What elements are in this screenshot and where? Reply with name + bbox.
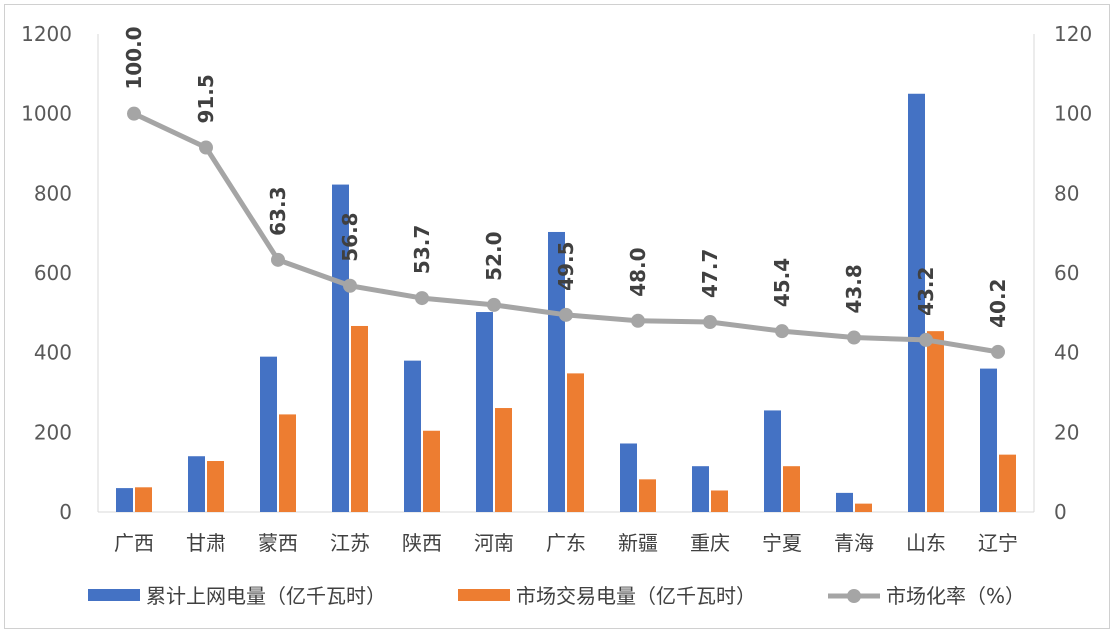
market-rate-point <box>703 314 717 329</box>
market-rate-data-label: 52.0 <box>482 232 506 281</box>
y-right-tick-label: 20 <box>1054 420 1079 444</box>
bar-grid-power <box>116 488 133 512</box>
market-rate-point <box>631 313 645 328</box>
legend-label-market-rate: 市场化率（%） <box>886 584 1025 608</box>
y-right-tick-label: 100 <box>1054 102 1092 126</box>
x-tick-label: 重庆 <box>690 531 730 555</box>
legend-swatch-market-trade <box>458 589 510 601</box>
market-rate-point <box>127 106 141 121</box>
market-rate-point <box>991 344 1005 359</box>
x-tick-label: 新疆 <box>618 531 658 555</box>
x-tick-label: 青海 <box>834 531 874 555</box>
y-right-tick-label: 0 <box>1054 500 1067 524</box>
y-left-tick-label: 600 <box>34 261 72 285</box>
market-rate-point <box>271 252 285 267</box>
bar-market-trade <box>639 479 656 512</box>
y-right-tick-label: 80 <box>1054 181 1079 205</box>
y-right-tick-label: 40 <box>1054 341 1079 365</box>
market-rate-data-label: 56.8 <box>338 212 362 261</box>
x-tick-label: 山东 <box>906 531 946 555</box>
x-tick-label: 河南 <box>474 531 514 555</box>
market-rate-data-label: 40.2 <box>986 279 1010 328</box>
market-rate-data-label: 49.5 <box>554 241 578 290</box>
x-tick-label: 陕西 <box>402 531 442 555</box>
market-rate-point <box>775 324 789 339</box>
market-rate-point <box>343 278 357 293</box>
market-rate-point <box>847 330 861 345</box>
market-rate-data-label: 43.2 <box>914 267 938 316</box>
bar-market-trade <box>855 503 872 512</box>
bar-grid-power <box>188 456 205 512</box>
bar-market-trade <box>567 373 584 512</box>
legend-label-grid-power: 累计上网电量（亿千瓦时） <box>146 584 386 608</box>
y-left-tick-label: 0 <box>59 500 72 524</box>
bar-market-trade <box>495 408 512 512</box>
x-tick-label: 广东 <box>546 531 586 555</box>
x-tick-label: 广西 <box>114 531 154 555</box>
market-rate-data-label: 47.7 <box>698 249 722 298</box>
market-rate-point <box>919 332 933 347</box>
market-rate-data-label: 91.5 <box>194 74 218 123</box>
y-left-tick-label: 200 <box>34 420 72 444</box>
legend-marker-market-rate <box>847 589 861 603</box>
bar-market-trade <box>279 414 296 512</box>
market-rate-data-label: 48.0 <box>626 247 650 296</box>
market-rate-data-label: 53.7 <box>410 225 434 274</box>
market-rate-point <box>559 307 573 322</box>
bar-grid-power <box>548 231 565 512</box>
x-tick-label: 宁夏 <box>762 531 802 555</box>
market-rate-point <box>415 291 429 306</box>
bar-market-trade <box>783 466 800 512</box>
legend-swatch-grid-power <box>88 589 140 601</box>
y-left-tick-label: 1000 <box>21 102 72 126</box>
market-rate-data-label: 63.3 <box>266 186 290 235</box>
x-tick-label: 甘肃 <box>186 531 226 555</box>
y-left-tick-label: 400 <box>34 341 72 365</box>
bar-market-trade <box>711 490 728 512</box>
bar-market-trade <box>351 325 368 512</box>
market-rate-point <box>199 140 213 155</box>
y-right-tick-label: 60 <box>1054 261 1079 285</box>
bar-grid-power <box>764 410 781 512</box>
bar-grid-power <box>476 312 493 512</box>
bar-grid-power <box>260 356 277 512</box>
bar-market-trade <box>927 331 944 512</box>
market-rate-point <box>487 297 501 312</box>
bar-grid-power <box>908 93 925 512</box>
bar-market-trade <box>135 487 152 512</box>
bar-grid-power <box>332 184 349 512</box>
y-right-tick-label: 120 <box>1054 22 1092 46</box>
bar-market-trade <box>999 454 1016 512</box>
bar-grid-power <box>620 443 637 512</box>
bar-grid-power <box>980 368 997 512</box>
bar-grid-power <box>404 360 421 512</box>
bar-grid-power <box>692 466 709 512</box>
x-tick-label: 蒙西 <box>258 531 298 555</box>
bar-market-trade <box>423 430 440 512</box>
market-rate-data-label: 100.0 <box>122 26 146 89</box>
market-rate-data-label: 45.4 <box>770 258 794 307</box>
x-tick-label: 江苏 <box>330 531 370 555</box>
bar-grid-power <box>836 492 853 512</box>
y-left-tick-label: 1200 <box>21 22 72 46</box>
market-rate-data-label: 43.8 <box>842 264 866 313</box>
legend-label-market-trade: 市场交易电量（亿千瓦时） <box>516 584 756 608</box>
bar-market-trade <box>207 461 224 512</box>
y-left-tick-label: 800 <box>34 181 72 205</box>
x-tick-label: 辽宁 <box>978 531 1018 555</box>
